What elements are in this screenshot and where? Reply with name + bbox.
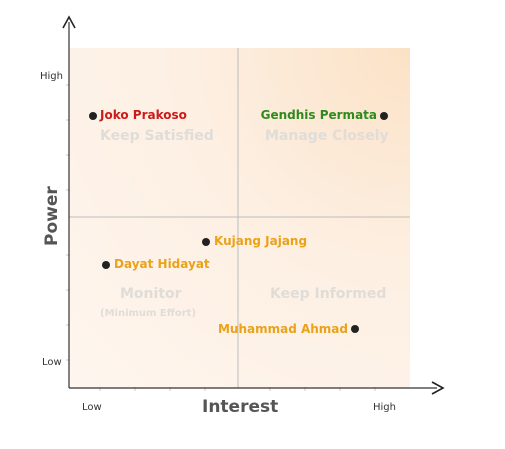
- quadrant-monitor-subtitle: (Minimum Effort): [100, 308, 197, 319]
- stakeholder-label-kujang-jajang: Kujang Jajang: [214, 234, 308, 248]
- y-axis-arrow: [62, 15, 76, 29]
- stakeholder-dot-muhammad-ahmad: [351, 325, 359, 333]
- x-axis-arrow: [431, 381, 445, 395]
- x-axis-title: Interest: [202, 397, 279, 417]
- stakeholder-dot-kujang-jajang: [202, 238, 210, 246]
- y-axis-title: Power: [42, 186, 62, 246]
- stakeholder-label-gendhis-permata: Gendhis Permata: [260, 108, 377, 122]
- quadrant-keep-satisfied: Keep Satisfied: [100, 128, 214, 144]
- stakeholder-dot-dayat-hidayat: [102, 261, 110, 269]
- y-axis-high-label: High: [40, 71, 63, 82]
- quadrant-keep-informed: Keep Informed: [270, 286, 387, 302]
- x-axis-high-label: High: [373, 402, 396, 413]
- y-axis-low-label: Low: [42, 357, 62, 368]
- stakeholder-dot-joko-prakoso: [89, 112, 97, 120]
- quadrant-manage-closely: Manage Closely: [265, 128, 389, 144]
- stakeholder-label-dayat-hidayat: Dayat Hidayat: [114, 257, 210, 271]
- x-axis-low-label: Low: [82, 402, 102, 413]
- stakeholder-dot-gendhis-permata: [380, 112, 388, 120]
- stakeholder-label-muhammad-ahmad: Muhammad Ahmad: [217, 322, 348, 336]
- quadrant-monitor: Monitor: [120, 286, 182, 302]
- stakeholder-label-joko-prakoso: Joko Prakoso: [100, 108, 187, 122]
